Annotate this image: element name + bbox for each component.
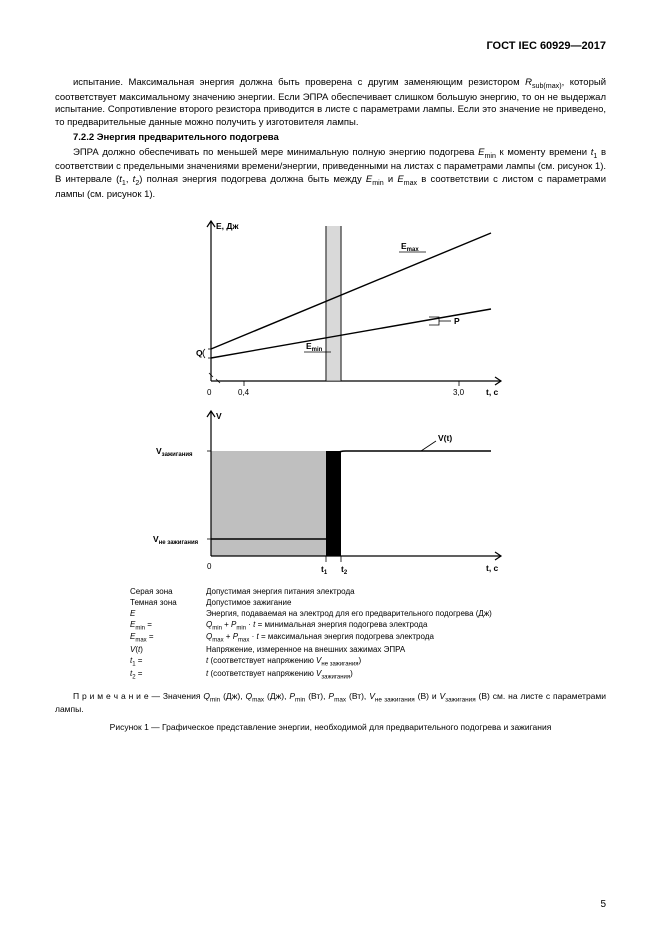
svg-text:t2: t2 [341,564,348,576]
page: ГОСТ IEC 60929—2017 испытание. Максималь… [0,0,661,935]
legend-val: Допустимая энергия питания электрода [206,587,498,598]
svg-text:V(t): V(t) [438,433,452,443]
note: П р и м е ч а н и е — Значения Qmin (Дж)… [55,691,606,714]
para-2: ЭПРА должно обеспечивать по меньшей мере… [55,147,606,202]
legend-row: V(t)Напряжение, измеренное на внешних за… [130,645,498,656]
svg-text:Vне зажигания: Vне зажигания [153,534,199,546]
figure-1: 0,4 3,0 0 Q Emax Emin [151,211,511,581]
body-text: испытание. Максимальная энергия должна б… [55,77,606,201]
legend-row: EЭнергия, подаваемая на электрод для его… [130,609,498,620]
legend-val: Допустимое зажигание [206,598,498,609]
legend-val: Энергия, подаваемая на электрод для его … [206,609,498,620]
svg-text:0,4: 0,4 [238,388,250,397]
legend-row: Темная зонаДопустимое зажигание [130,598,498,609]
legend-row: Emin =Qmin + Pmin · t = минимальная энер… [130,620,498,633]
svg-text:t1: t1 [321,564,328,576]
svg-text:t, с: t, с [486,387,499,397]
svg-text:0: 0 [207,562,212,571]
svg-text:Vзажигания: Vзажигания [156,446,193,458]
legend-row: Emax =Qmax + Pmax · t = максимальная эне… [130,632,498,645]
svg-text:Emin: Emin [306,341,323,353]
svg-text:t, с: t, с [486,563,499,573]
svg-text:Q: Q [196,348,203,358]
svg-text:Emax: Emax [401,241,419,253]
page-number: 5 [600,899,606,910]
svg-text:P: P [454,316,460,326]
legend-table: Серая зонаДопустимая энергия питания эле… [130,587,498,681]
svg-text:E, Дж: E, Дж [216,221,239,231]
svg-text:V: V [216,411,222,421]
svg-text:0: 0 [207,388,212,397]
svg-text:3,0: 3,0 [453,388,465,397]
legend-key: Серая зона [130,587,206,598]
legend-row: t1 =t (соответствует напряжению Vне зажи… [130,656,498,669]
legend-row: t2 =t (соответствует напряжению Vзажиган… [130,669,498,682]
doc-header: ГОСТ IEC 60929—2017 [55,40,606,52]
figure-caption: Рисунок 1 — Графическое представление эн… [55,722,606,732]
para-1: испытание. Максимальная энергия должна б… [55,77,606,130]
legend-val: Напряжение, измеренное на внешних зажима… [206,645,498,656]
legend-row: Серая зонаДопустимая энергия питания эле… [130,587,498,598]
legend-key: Темная зона [130,598,206,609]
section-7-2-2: 7.2.2 Энергия предварительного подогрева [55,132,606,145]
